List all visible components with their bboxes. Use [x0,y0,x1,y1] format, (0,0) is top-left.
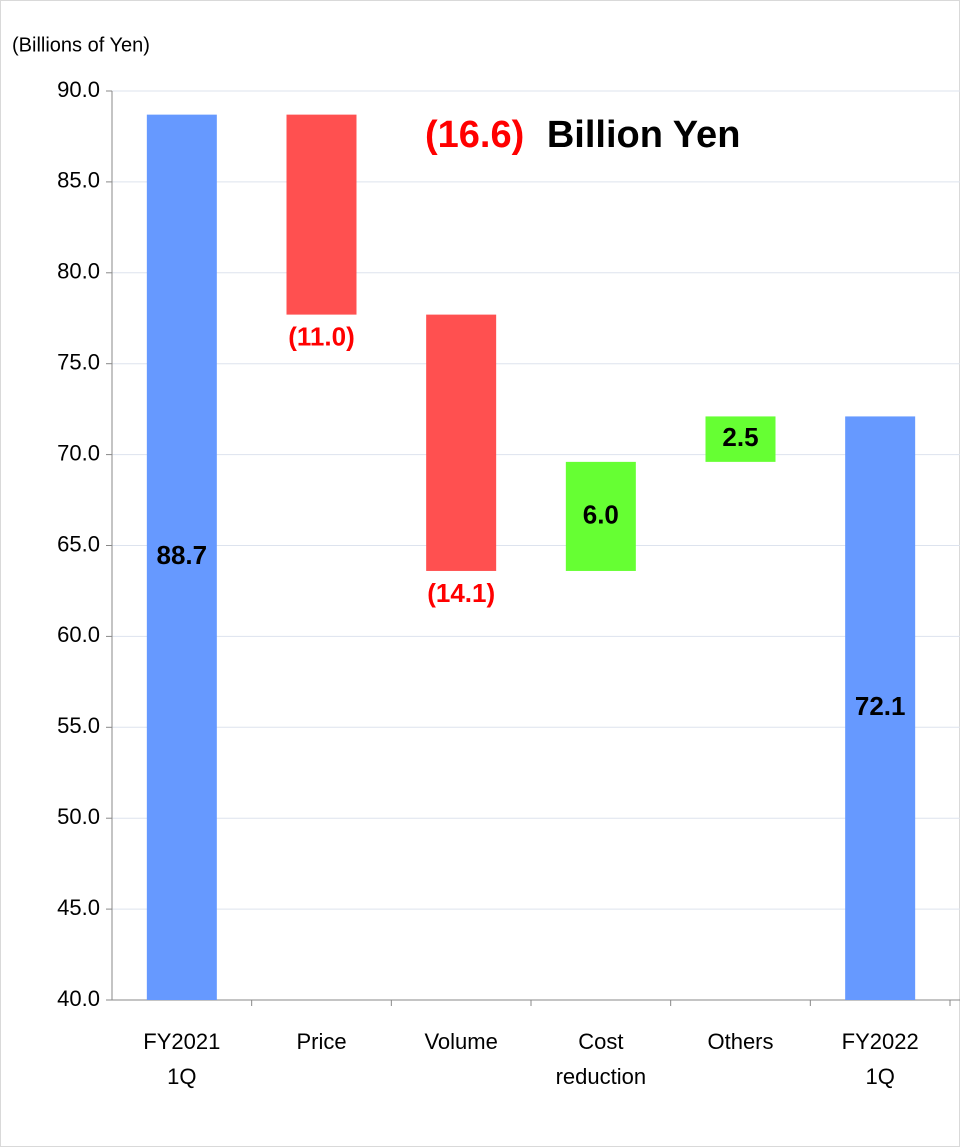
x-tick-label: reduction [556,1064,647,1089]
x-tick-label: Others [707,1029,773,1054]
x-tick-label: Cost [578,1029,623,1054]
data-label: 2.5 [722,422,758,452]
x-tick-label: 1Q [167,1064,196,1089]
x-tick-label: FY2021 [143,1029,220,1054]
data-label: 72.1 [855,691,906,721]
y-tick-label: 55.0 [57,713,100,738]
y-tick-label: 70.0 [57,440,100,465]
bar [426,314,497,571]
x-tick-label: 1Q [865,1064,894,1089]
annotation-text: Billion Yen [547,114,741,156]
x-tick-label: Volume [424,1029,497,1054]
y-tick-label: 60.0 [57,622,100,647]
bar [146,114,217,1000]
y-tick-label: 75.0 [57,350,100,375]
bar [286,114,357,315]
y-tick-label: 65.0 [57,531,100,556]
data-label: 88.7 [157,540,208,570]
y-tick-label: 40.0 [57,986,100,1011]
y-axis-label: (Billions of Yen) [12,34,150,56]
data-label: (11.0) [288,321,355,351]
x-tick-label: FY2022 [842,1029,919,1054]
x-tick-label: Price [296,1029,346,1054]
data-label: (14.1) [427,578,495,608]
bar [565,461,636,571]
y-tick-label: 80.0 [57,259,100,284]
bar [845,416,916,1000]
annotation-value: (16.6) [425,114,524,156]
bar [705,416,776,462]
data-label: 6.0 [583,499,619,529]
y-tick-label: 45.0 [57,895,100,920]
y-tick-label: 85.0 [57,168,100,193]
annotation: (16.6) Billion Yen [425,114,740,156]
y-tick-label: 90.0 [57,77,100,102]
y-tick-label: 50.0 [57,804,100,829]
